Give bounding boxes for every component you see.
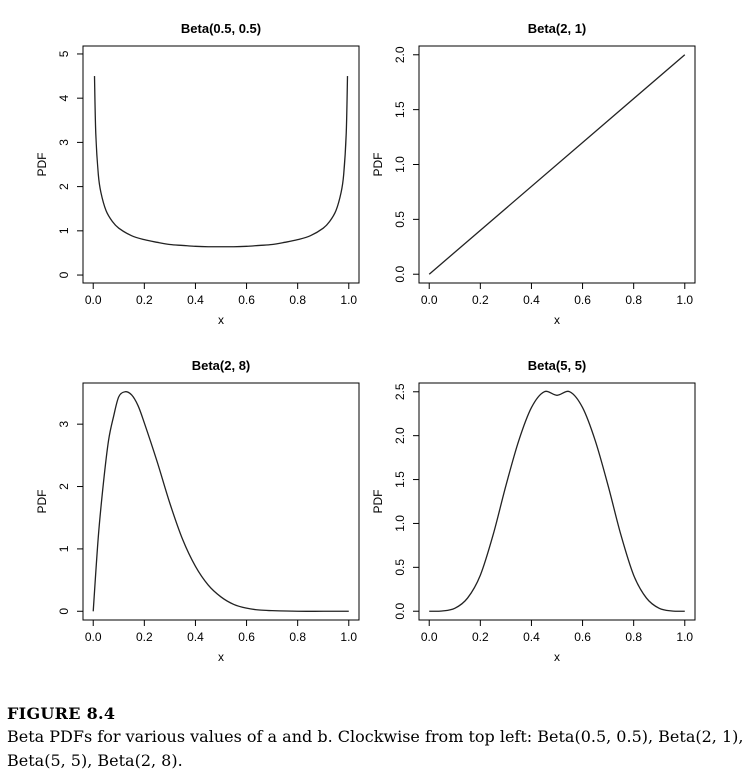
x-axis-label: x bbox=[218, 313, 224, 327]
x-tick-label: 0.2 bbox=[136, 630, 153, 644]
pdf-curve bbox=[92, 391, 349, 612]
y-tick-label: 0.5 bbox=[393, 211, 407, 228]
y-tick-label: 5 bbox=[57, 50, 71, 57]
chart-title: Beta(2, 1) bbox=[528, 21, 587, 36]
x-tick-label: 0.0 bbox=[85, 630, 102, 644]
y-tick-label: 1.5 bbox=[393, 101, 407, 118]
x-tick-label: 0.0 bbox=[85, 293, 102, 307]
y-tick-label: 2 bbox=[57, 183, 71, 190]
x-tick-label: 1.0 bbox=[676, 293, 693, 307]
x-tick-label: 1.0 bbox=[340, 293, 357, 307]
y-tick-label: 1.0 bbox=[393, 515, 407, 532]
chart-title: Beta(5, 5) bbox=[528, 358, 587, 373]
chart-panel-4: Beta(5, 5) 0.0 0.2 0.4 0.6 0.8 1.0 x 0.0 0.5 1.0 1.… bbox=[371, 358, 696, 664]
x-axis-label: x bbox=[554, 650, 560, 664]
y-tick-label: 1 bbox=[57, 545, 71, 552]
pdf-curve bbox=[429, 390, 685, 612]
y-tick-label: 1.5 bbox=[393, 471, 407, 488]
chart-panel-1: Beta(0.5, 0.5) 0.0 0.2 0.4 0.6 0.8 1.0 x 0 1 2 3 4 5 P… bbox=[35, 21, 360, 327]
y-tick-label: 0.0 bbox=[393, 603, 407, 620]
caption-label: FIGURE 8.4 bbox=[7, 704, 116, 723]
chart-title: Beta(2, 8) bbox=[192, 358, 251, 373]
y-axis-label: PDF bbox=[35, 490, 49, 514]
chart-title: Beta(0.5, 0.5) bbox=[181, 21, 261, 36]
x-tick-label: 1.0 bbox=[340, 630, 357, 644]
y-tick-label: 0.0 bbox=[393, 266, 407, 283]
pdf-curve bbox=[428, 54, 686, 275]
x-tick-label: 0.8 bbox=[289, 293, 306, 307]
x-tick-label: 0.0 bbox=[421, 293, 438, 307]
y-axis-label: PDF bbox=[371, 153, 385, 177]
x-axis-label: x bbox=[218, 650, 224, 664]
plot-frame bbox=[82, 45, 360, 284]
y-tick-label: 2 bbox=[57, 483, 71, 490]
x-tick-label: 0.4 bbox=[187, 630, 204, 644]
x-tick-label: 0.8 bbox=[289, 630, 306, 644]
y-tick-label: 2.5 bbox=[393, 383, 407, 400]
x-tick-label: 0.2 bbox=[472, 293, 489, 307]
pdf-curve bbox=[93, 76, 349, 248]
chart-panel-2: Beta(2, 1) 0.0 0.2 0.4 0.6 0.8 1.0 x 0.0 0.5 1.0 1.… bbox=[371, 21, 696, 327]
x-tick-label: 0.6 bbox=[574, 630, 591, 644]
chart-panel-3: Beta(2, 8) 0.0 0.2 0.4 0.6 0.8 1.0 x 0 1 2 3 PDF bbox=[35, 358, 360, 664]
x-axis-label: x bbox=[554, 313, 560, 327]
y-tick-label: 0.5 bbox=[393, 559, 407, 576]
x-tick-label: 0.4 bbox=[523, 630, 540, 644]
x-tick-label: 0.8 bbox=[625, 293, 642, 307]
y-tick-label: 0 bbox=[57, 608, 71, 615]
x-tick-label: 0.6 bbox=[238, 630, 255, 644]
x-tick-label: 0.2 bbox=[472, 630, 489, 644]
y-axis-label: PDF bbox=[371, 490, 385, 514]
y-tick-label: 2.0 bbox=[393, 46, 407, 63]
plot-frame bbox=[82, 382, 360, 621]
x-tick-label: 0.8 bbox=[625, 630, 642, 644]
figure-caption: FIGURE 8.4 Beta PDFs for various values … bbox=[7, 704, 749, 773]
x-tick-label: 0.4 bbox=[523, 293, 540, 307]
y-axis-label: PDF bbox=[35, 153, 49, 177]
x-tick-label: 1.0 bbox=[676, 630, 693, 644]
y-tick-label: 1.0 bbox=[393, 156, 407, 173]
x-tick-label: 0.2 bbox=[136, 293, 153, 307]
plot-frame bbox=[418, 382, 696, 621]
y-tick-label: 2.0 bbox=[393, 427, 407, 444]
x-tick-label: 0.4 bbox=[187, 293, 204, 307]
x-tick-label: 0.0 bbox=[421, 630, 438, 644]
y-tick-label: 0 bbox=[57, 271, 71, 278]
y-tick-label: 4 bbox=[57, 95, 71, 102]
y-tick-label: 1 bbox=[57, 227, 71, 234]
y-tick-label: 3 bbox=[57, 421, 71, 428]
x-tick-label: 0.6 bbox=[238, 293, 255, 307]
x-tick-label: 0.6 bbox=[574, 293, 591, 307]
caption-text: Beta PDFs for various values of a and b.… bbox=[7, 727, 744, 770]
y-tick-label: 3 bbox=[57, 139, 71, 146]
